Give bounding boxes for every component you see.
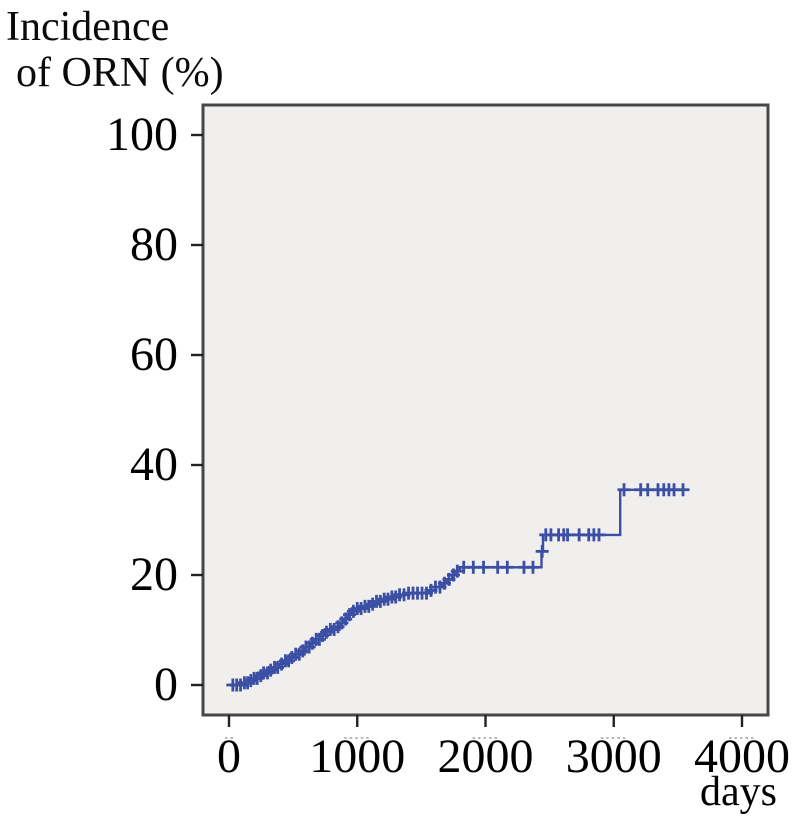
y-axis-tick-label: 60 [130,328,178,381]
chart-title-line2: of ORN (%) [16,50,224,96]
x-axis-tick-label: 2000 [437,730,534,783]
y-axis-tick-label: 100 [106,108,178,161]
y-axis-tick-label: 40 [130,438,178,491]
x-axis-tick-label: 4000 [694,730,790,783]
y-axis-tick-label: 20 [130,548,178,601]
x-axis-unit-label: days [700,769,777,815]
x-axis-tick-label: 3000 [565,730,662,783]
y-axis-tick-label: 80 [130,218,178,271]
chart-title-line1: Incidence [6,4,170,50]
chart-title: Incidence of ORN (%) [6,4,224,96]
x-axis-tick-label: 1000 [309,730,406,783]
plot-area [201,103,770,717]
x-axis-tick-label: 0 [217,730,241,783]
y-axis-tick-label: 0 [154,658,178,711]
censor-marks [226,483,690,692]
